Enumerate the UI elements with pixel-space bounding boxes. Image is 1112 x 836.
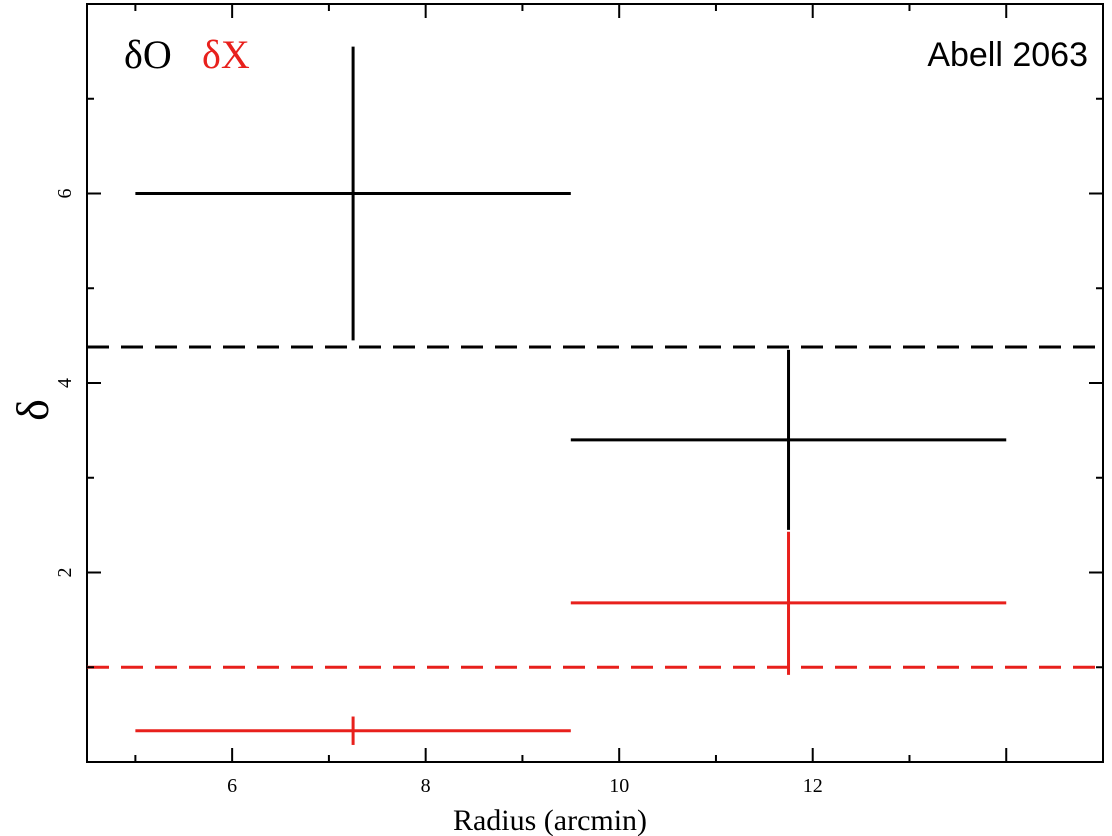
- x-tick-label: 8: [421, 775, 431, 797]
- axes: 6 8 10 12 2 4 6: [54, 4, 1103, 797]
- plot-frame: [86, 3, 1104, 763]
- y-axis-title: δ: [7, 399, 58, 421]
- reference-lines: [87, 345, 1103, 669]
- x-tick-label: 6: [227, 775, 237, 797]
- y-tick-label: 6: [54, 189, 76, 199]
- x-axis-title: Radius (arcmin): [453, 804, 647, 836]
- legend-entry-delta-x: δX: [202, 32, 250, 77]
- legend-entry-delta-o: δO: [124, 32, 172, 77]
- plot-layer: [86, 3, 1104, 763]
- y-tick-label: 4: [54, 378, 76, 388]
- x-tick-label: 12: [803, 775, 823, 797]
- cluster-name-annotation: Abell 2063: [927, 36, 1088, 74]
- y-tick-label: 2: [54, 568, 76, 578]
- data-points: [135, 46, 1007, 745]
- x-tick-label: 10: [609, 775, 629, 797]
